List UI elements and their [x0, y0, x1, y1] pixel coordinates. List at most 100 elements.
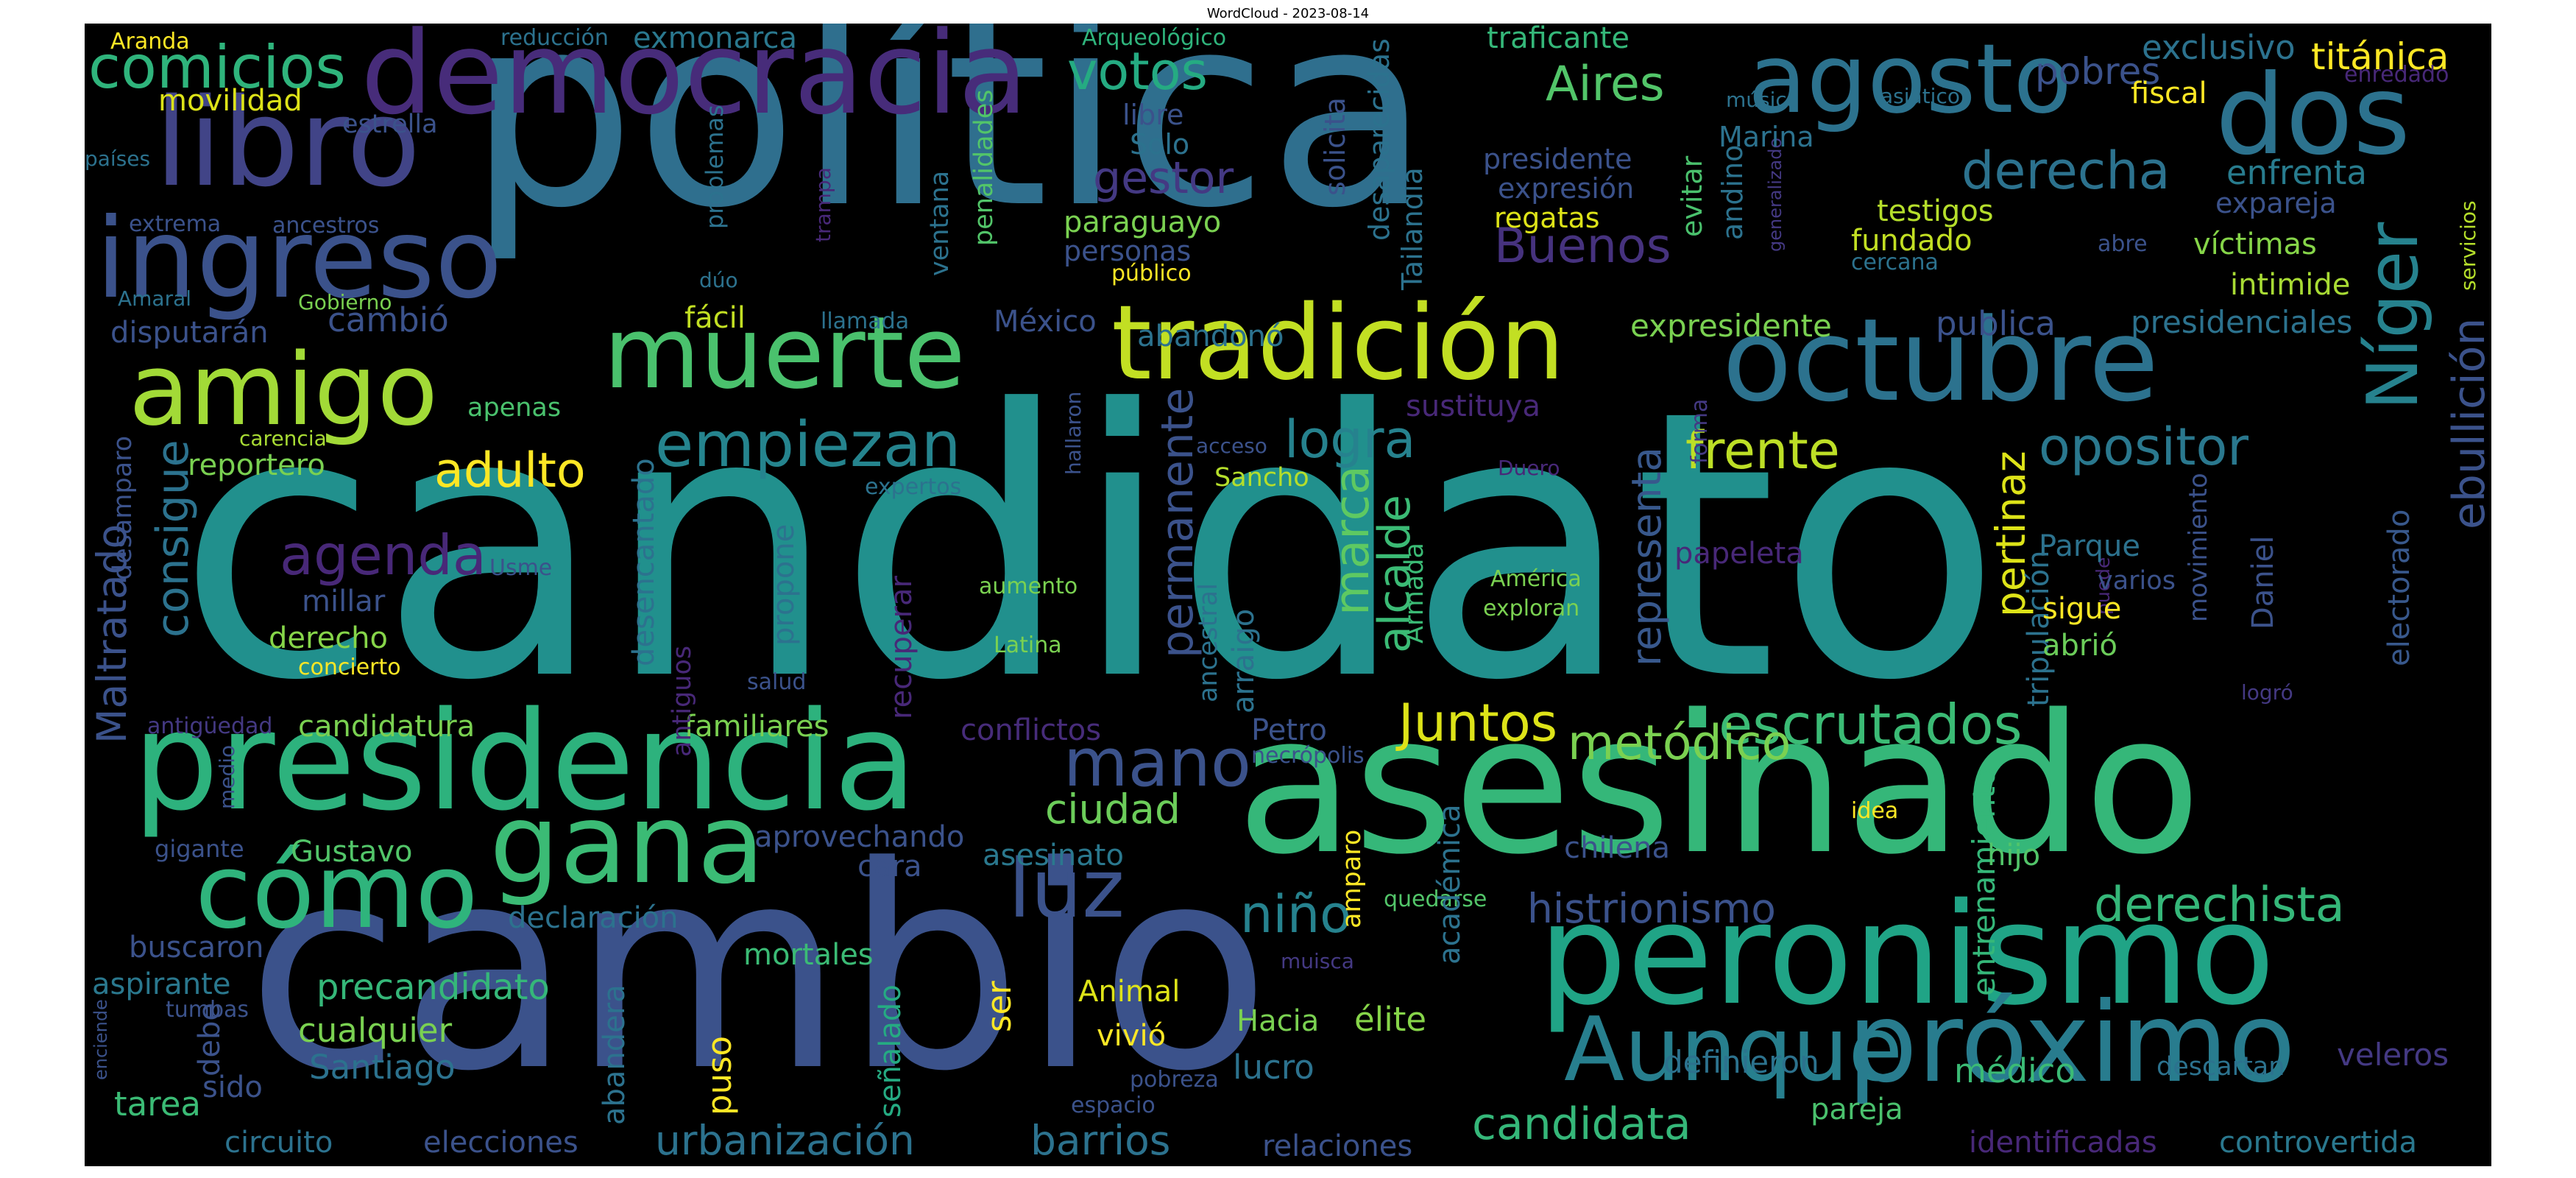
- word-100: sido: [202, 1071, 263, 1104]
- word-59: ciudad: [1045, 786, 1181, 833]
- word-33: adulto: [434, 443, 586, 498]
- word-11: octubre: [1722, 294, 2159, 427]
- word-50: expresidente: [1630, 308, 1832, 344]
- word-91: aprovechando: [754, 820, 965, 854]
- word-43: titánica: [2311, 35, 2449, 78]
- word-41: Buenos: [1494, 219, 1671, 274]
- word-79: veleros: [2337, 1037, 2449, 1073]
- word-113: muisca: [1281, 949, 1354, 973]
- word-92: asesinato: [983, 839, 1124, 872]
- figure-title: WordCloud - 2023-08-14: [1206, 6, 1370, 21]
- word-109: quedarse: [1384, 886, 1487, 912]
- word-85: puso: [700, 1035, 739, 1115]
- word-24: Juntos: [1398, 693, 1558, 753]
- word-72: relaciones: [1262, 1129, 1413, 1163]
- word-175: libre: [1122, 99, 1184, 131]
- word-178: personas: [1064, 235, 1192, 267]
- word-159: Gobierno: [298, 290, 392, 314]
- word-42: pobres: [2035, 50, 2161, 93]
- word-70: circuito: [224, 1126, 333, 1160]
- word-5: presidencia: [132, 682, 918, 841]
- word-158: disputarán: [110, 316, 269, 350]
- word-138: apenas: [467, 393, 562, 423]
- word-66: precandidato: [316, 967, 550, 1008]
- word-135: Duero: [1498, 456, 1560, 480]
- word-6: democracia: [361, 24, 1028, 140]
- word-53: electorado: [2382, 509, 2416, 666]
- word-134: acceso: [1196, 434, 1267, 458]
- word-129: aumento: [979, 574, 1078, 599]
- word-52: ebullición: [2444, 317, 2491, 529]
- word-174: penalidades: [969, 89, 999, 246]
- word-119: concierto: [298, 655, 401, 680]
- word-19: Níger: [2353, 222, 2434, 410]
- word-7: ingreso: [96, 195, 503, 323]
- word-96: buscaron: [129, 931, 264, 964]
- word-51: publica: [1936, 304, 2056, 343]
- word-197: abre: [2098, 231, 2148, 257]
- word-103: familiares: [684, 710, 829, 744]
- word-173: ventana: [925, 170, 955, 276]
- word-171: dúo: [699, 268, 738, 292]
- word-3: asesinado: [1236, 674, 2201, 897]
- word-139: reportero: [188, 448, 325, 482]
- word-15: gana: [489, 780, 765, 909]
- word-77: médico: [1954, 1051, 2076, 1090]
- word-93: cara: [857, 850, 922, 884]
- word-83: Animal: [1078, 975, 1181, 1009]
- word-23: mano: [1064, 724, 1251, 802]
- word-104: conflictos: [960, 713, 1102, 747]
- word-148: varios: [2098, 566, 2176, 596]
- word-105: Petro: [1251, 713, 1328, 747]
- word-25: escrutados: [1719, 692, 2023, 757]
- word-31: barrios: [1030, 1117, 1171, 1164]
- word-140: carencia: [239, 426, 327, 451]
- word-62: permanente: [1152, 387, 1203, 658]
- word-199: servicios: [2456, 200, 2480, 291]
- word-1: candidato: [177, 332, 2003, 761]
- word-152: sustituya: [1406, 389, 1541, 423]
- word-136: hallaron: [1061, 391, 1086, 475]
- word-71: elecciones: [423, 1126, 578, 1160]
- word-38: votos: [1067, 41, 1208, 102]
- word-155: llamada: [821, 308, 910, 334]
- word-118: derecho: [269, 621, 388, 655]
- word-54: movimiento: [2184, 473, 2213, 622]
- word-168: exmonarca: [633, 24, 797, 55]
- word-94: Gustavo: [291, 835, 413, 869]
- word-188: andino: [1716, 144, 1749, 240]
- word-84: vivió: [1097, 1019, 1167, 1053]
- word-151: logró: [2241, 680, 2293, 705]
- word-47: víctimas: [2193, 228, 2317, 261]
- word-2: cambio: [247, 806, 1271, 1132]
- word-69: tarea: [114, 1084, 201, 1124]
- word-12: muerte: [604, 295, 966, 411]
- word-58: niño: [1240, 884, 1352, 945]
- word-30: urbanización: [655, 1117, 915, 1164]
- wordcloud-canvas: política candidato cambio asesinado peronism…: [85, 24, 2491, 1166]
- word-167: reducción: [500, 25, 609, 51]
- word-29: candidata: [1472, 1098, 1691, 1150]
- word-133: Sancho: [1214, 463, 1309, 493]
- word-27: derechista: [2094, 878, 2345, 933]
- word-165: movilidad: [158, 84, 302, 118]
- word-170: problemas: [701, 105, 729, 229]
- word-169: Arqueológico: [1082, 25, 1227, 51]
- word-154: abandonó: [1137, 320, 1284, 353]
- word-78: descartan: [2156, 1052, 2285, 1082]
- word-164: estrella: [342, 110, 438, 139]
- word-81: élite: [1354, 1000, 1427, 1039]
- word-195: asiático: [1880, 84, 1960, 108]
- word-49: presidenciales: [2131, 304, 2353, 340]
- word-117: antigüedad: [147, 713, 273, 739]
- word-194: música: [1726, 88, 1800, 112]
- word-75: controvertida: [2219, 1126, 2417, 1160]
- word-198: enredado: [2344, 62, 2449, 88]
- word-142: Usme: [489, 555, 553, 581]
- word-111: amparo: [1337, 829, 1367, 928]
- word-190: Marina: [1719, 121, 1814, 153]
- word-74: identificadas: [1969, 1126, 2157, 1160]
- word-121: desencantado: [627, 458, 661, 666]
- word-88: abandera: [598, 984, 631, 1125]
- word-4: peronismo: [1538, 873, 2276, 1036]
